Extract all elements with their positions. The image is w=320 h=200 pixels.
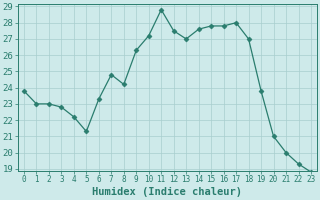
X-axis label: Humidex (Indice chaleur): Humidex (Indice chaleur) <box>92 187 243 197</box>
